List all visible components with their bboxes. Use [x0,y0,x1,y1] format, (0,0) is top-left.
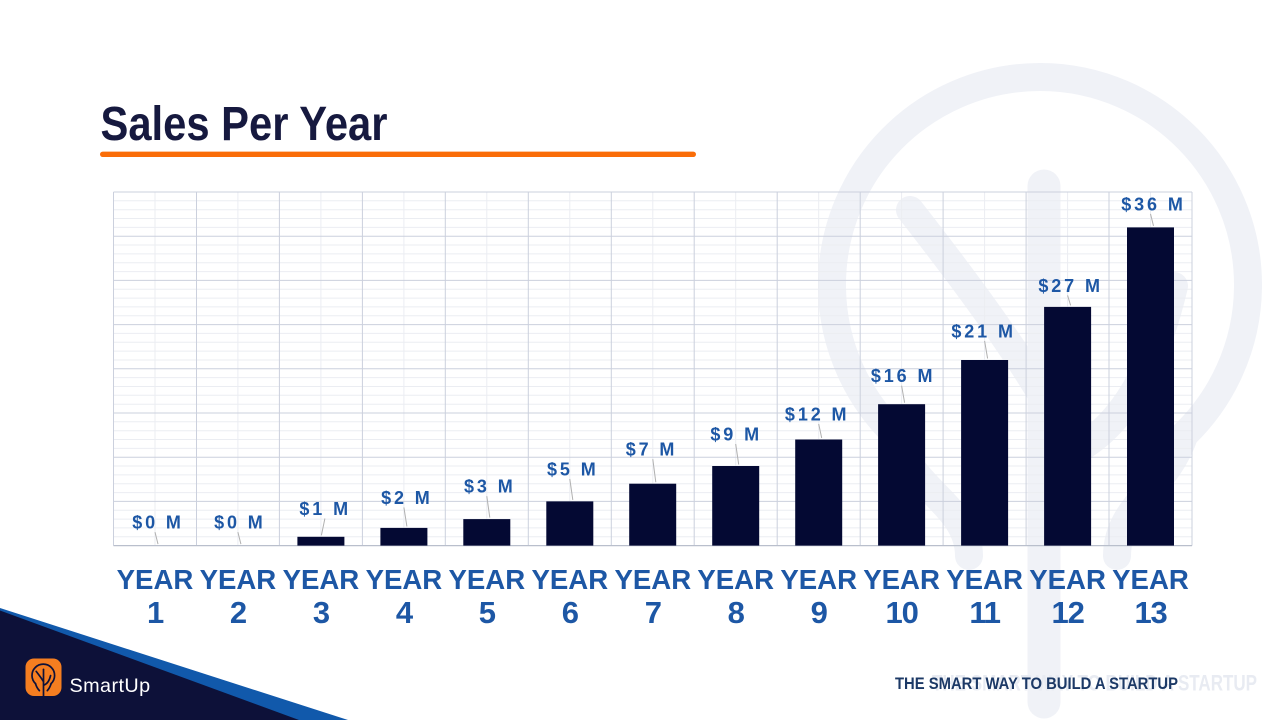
svg-text:8: 8 [728,595,745,630]
svg-text:YEAR: YEAR [366,564,443,595]
svg-text:Sales Per Year: Sales Per Year [101,97,388,151]
svg-text:1: 1 [147,595,164,630]
svg-text:$21 M: $21 M [951,321,1016,341]
svg-text:12: 12 [1052,595,1084,630]
svg-text:YEAR: YEAR [448,564,525,595]
svg-text:$3 M: $3 M [464,477,516,497]
svg-text:$9 M: $9 M [710,425,762,445]
svg-text:6: 6 [562,595,579,630]
svg-text:YEAR: YEAR [1112,564,1189,595]
svg-text:THE SMART WAY TO BUILD A START: THE SMART WAY TO BUILD A STARTUP [932,671,1257,696]
svg-text:$5 M: $5 M [547,459,599,479]
svg-text:YEAR: YEAR [780,564,857,595]
svg-text:YEAR: YEAR [1029,564,1106,595]
svg-text:$27 M: $27 M [1038,276,1103,296]
svg-text:11: 11 [969,595,1000,630]
svg-text:YEAR: YEAR [283,564,360,595]
svg-text:THE SMART WAY TO BUILD A START: THE SMART WAY TO BUILD A STARTUP [895,674,1178,693]
svg-text:7: 7 [645,595,661,630]
svg-text:YEAR: YEAR [697,564,774,595]
svg-text:YEAR: YEAR [531,564,608,595]
svg-text:5: 5 [479,595,496,630]
svg-text:$2 M: $2 M [381,488,433,508]
svg-text:$0 M: $0 M [214,513,266,533]
svg-text:$0 M: $0 M [132,513,184,533]
svg-text:4: 4 [396,595,414,630]
svg-text:SmartUp: SmartUp [70,675,151,697]
svg-text:9: 9 [811,595,828,630]
svg-text:13: 13 [1134,595,1167,630]
svg-text:3: 3 [313,595,330,630]
svg-text:YEAR: YEAR [863,564,940,595]
svg-text:$1 M: $1 M [299,499,351,519]
svg-text:YEAR: YEAR [946,564,1023,595]
svg-text:YEAR: YEAR [200,564,277,595]
svg-text:YEAR: YEAR [614,564,691,595]
svg-text:$12 M: $12 M [785,405,850,425]
svg-text:$16 M: $16 M [871,366,936,386]
svg-text:10: 10 [886,595,918,630]
svg-text:2: 2 [230,595,246,630]
svg-text:$7 M: $7 M [626,440,678,460]
svg-text:YEAR: YEAR [117,564,194,595]
svg-text:$36 M: $36 M [1121,194,1186,214]
